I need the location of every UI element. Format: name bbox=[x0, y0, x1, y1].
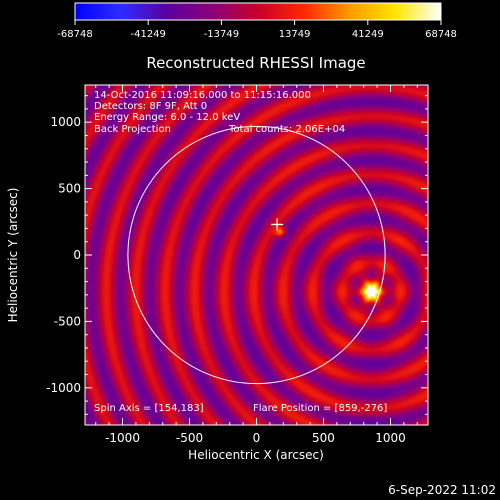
y-tick-label: 0 bbox=[73, 248, 81, 262]
colorbar-tick-label: 13749 bbox=[279, 29, 311, 40]
colorbar-tick-label: 41249 bbox=[352, 29, 384, 40]
flare-position-text: Flare Position = [859,-276] bbox=[253, 403, 387, 414]
plot-title: Reconstructed RHESSI Image bbox=[146, 54, 365, 72]
y-axis-ticks bbox=[85, 95, 428, 415]
x-axis-ticks bbox=[95, 85, 418, 425]
method-text: Back Projection bbox=[94, 124, 171, 135]
colorbar-ticks bbox=[74, 20, 442, 25]
colorbar-tick-label: -41249 bbox=[130, 29, 165, 40]
info-annotations: 14-Oct-2016 11:09:16.000 to 11:15:16.000… bbox=[94, 90, 387, 414]
colorbar-tick-labels: -68748 -41249 -13749 13749 41249 68748 bbox=[57, 29, 457, 40]
energy-range-text: Energy Range: 6.0 - 12.0 keV bbox=[94, 112, 240, 123]
timestamp: 6-Sep-2022 11:02 bbox=[388, 483, 496, 497]
total-counts-text: Total counts: 2.06E+04 bbox=[228, 124, 345, 135]
y-tick-label: 500 bbox=[58, 182, 81, 196]
spin-axis-text: Spin Axis = [154,183] bbox=[94, 403, 204, 414]
time-range-text: 14-Oct-2016 11:09:16.000 to 11:15:16.000 bbox=[94, 90, 311, 101]
spin-axis-cross-marker bbox=[271, 218, 284, 231]
y-tick-label: 1000 bbox=[50, 115, 81, 129]
solar-limb-circle bbox=[127, 125, 386, 385]
x-tick-label: 1000 bbox=[375, 431, 406, 445]
colorbar-tick-label: 68748 bbox=[425, 29, 457, 40]
detectors-text: Detectors: 8F 9F, Att 0 bbox=[94, 101, 207, 112]
y-axis-tick-labels: -1000 -500 0 500 1000 bbox=[46, 115, 81, 395]
colorbar: -68748 -41249 -13749 13749 41249 68748 bbox=[57, 2, 457, 40]
colorbar-strip bbox=[74, 2, 442, 21]
y-axis-label: Heliocentric Y (arcsec) bbox=[6, 188, 20, 323]
x-tick-label: -500 bbox=[176, 431, 203, 445]
colorbar-tick-label: -13749 bbox=[204, 29, 239, 40]
x-axis-label: Heliocentric X (arcsec) bbox=[188, 448, 324, 462]
x-axis-tick-labels: -1000 -500 0 500 1000 bbox=[105, 431, 406, 445]
x-tick-label: 500 bbox=[312, 431, 335, 445]
colorbar-tick-label: -68748 bbox=[57, 29, 92, 40]
image-area bbox=[84, 84, 429, 426]
x-tick-label: 0 bbox=[253, 431, 261, 445]
y-tick-label: -500 bbox=[54, 314, 81, 328]
y-tick-label: -1000 bbox=[46, 381, 81, 395]
x-tick-label: -1000 bbox=[105, 431, 140, 445]
